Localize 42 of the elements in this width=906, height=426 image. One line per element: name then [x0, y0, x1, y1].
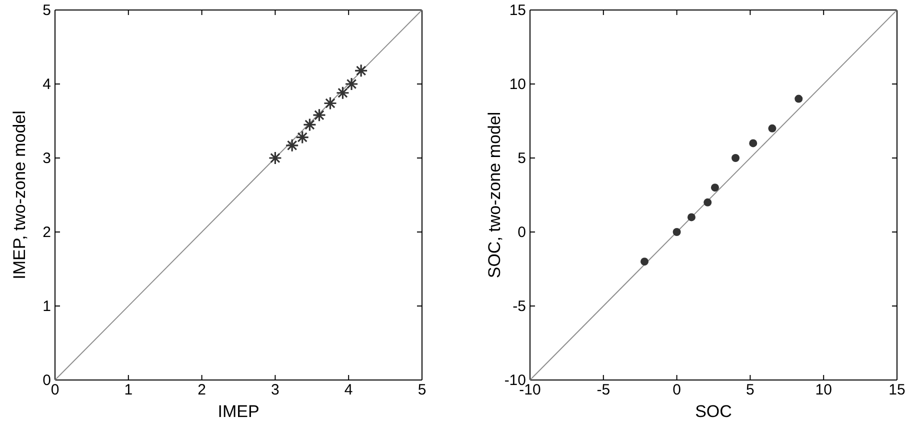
y-tick-label: 5 [42, 2, 51, 19]
x-tick-label: 2 [198, 382, 206, 399]
point [768, 124, 776, 132]
point [710, 184, 719, 192]
point [344, 77, 358, 91]
point [749, 139, 758, 148]
point [354, 64, 368, 78]
point [312, 108, 326, 122]
x-tick-label: -5 [596, 382, 610, 399]
y-tick-label: 10 [509, 76, 526, 93]
point [285, 138, 299, 152]
x-axis-title: IMEP [218, 402, 260, 421]
y-tick-label: 3 [42, 150, 51, 167]
x-tick-label: 4 [344, 382, 353, 399]
y-tick-label: 4 [42, 76, 51, 93]
point [732, 154, 740, 162]
x-tick-label: 5 [418, 382, 426, 399]
point [302, 118, 316, 132]
point [336, 86, 350, 100]
x-tick-label: 10 [815, 382, 832, 399]
y-axis-title: IMEP, two-zone model [10, 110, 29, 280]
x-tick-label: 5 [746, 382, 754, 399]
y-tick-label: 0 [518, 224, 526, 241]
point [323, 96, 338, 110]
x-tick-label: 1 [124, 382, 133, 399]
x-tick-label: 15 [888, 382, 906, 399]
point [640, 258, 649, 266]
point [687, 213, 696, 222]
y-tick-label: 5 [518, 150, 526, 167]
x-axis-title: SOC [695, 402, 732, 421]
x-tick-label: 0 [672, 382, 681, 399]
point [672, 228, 681, 236]
y-tick-label: -5 [512, 298, 526, 315]
point [704, 198, 712, 206]
y-tick-label: 2 [42, 224, 51, 241]
point [268, 151, 282, 165]
y-tick-label: 15 [509, 2, 526, 19]
point [794, 94, 803, 103]
y-tick-label: 1 [42, 298, 51, 315]
x-tick-label: 3 [271, 382, 280, 399]
y-axis-title: SOC, two-zone model [485, 112, 504, 278]
point [296, 130, 310, 144]
